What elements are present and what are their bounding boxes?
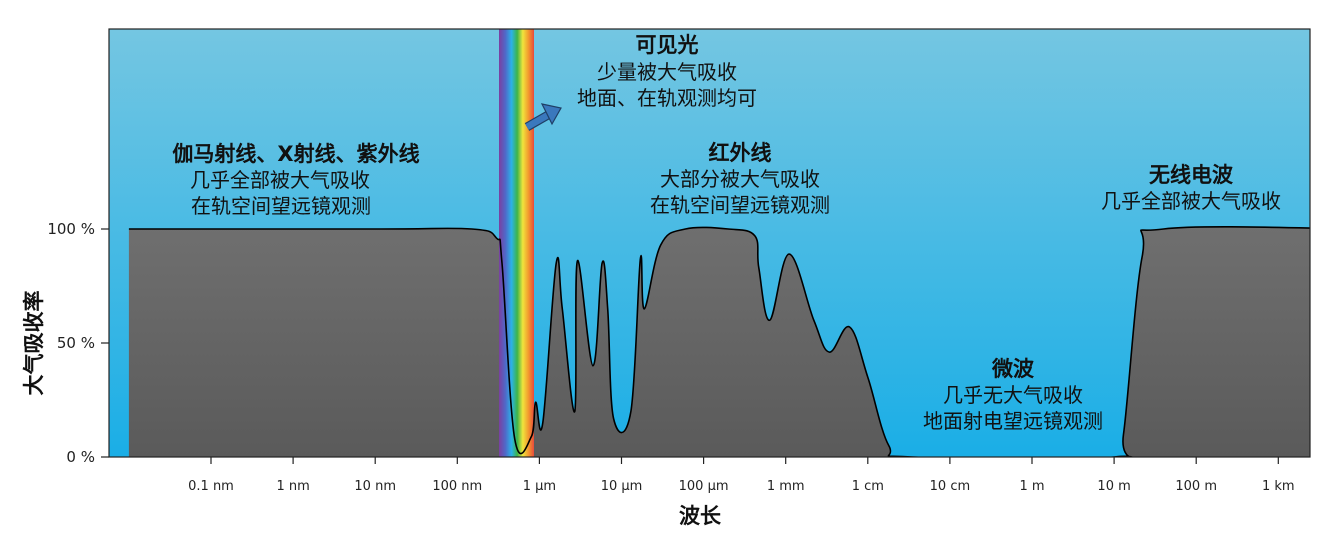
x-tick-label: 100 µm xyxy=(679,479,729,494)
x-axis: 0.1 nm 1 nm 10 nm 100 nm 1 µm 10 µm 100 µm 1 mm… xyxy=(188,457,1295,494)
annotation-line: 大部分被大气吸收 xyxy=(660,167,820,191)
x-tick-label: 1 m xyxy=(1019,479,1044,494)
x-tick-label: 10 cm xyxy=(930,479,971,494)
x-tick-label: 10 µm xyxy=(601,479,643,494)
x-tick-label: 100 nm xyxy=(432,479,482,494)
x-tick-label: 100 m xyxy=(1175,479,1217,494)
annotation-visible: 可见光 少量被大气吸收 地面、在轨观测均可 xyxy=(577,33,757,110)
annotation-infrared: 红外线 大部分被大气吸收 在轨空间望远镜观测 xyxy=(650,141,830,217)
x-tick-label: 1 nm xyxy=(276,479,309,494)
x-tick-label: 10 m xyxy=(1097,479,1130,494)
visible-light-arrow xyxy=(524,103,562,131)
annotation-radio: 无线电波 几乎全部被大气吸收 xyxy=(1101,163,1281,213)
annotation-title: 红外线 xyxy=(709,141,772,165)
visible-light-band xyxy=(499,29,534,457)
x-tick-label: 1 cm xyxy=(852,479,884,494)
y-tick-label: 50 % xyxy=(57,334,95,352)
annotation-line: 几乎无大气吸收 xyxy=(943,383,1083,407)
annotation-title: 微波 xyxy=(991,357,1035,381)
y-axis-title: 大气吸收率 xyxy=(22,291,46,396)
annotation-line: 在轨空间望远镜观测 xyxy=(191,194,371,218)
annotation-line: 地面射电望远镜观测 xyxy=(923,409,1103,433)
x-axis-title: 波长 xyxy=(679,504,722,528)
x-tick-label: 10 nm xyxy=(354,479,396,494)
annotation-line: 几乎全部被大气吸收 xyxy=(190,168,370,192)
x-tick-label: 0.1 nm xyxy=(188,479,234,494)
plot-frame xyxy=(108,28,1311,458)
annotation-line: 在轨空间望远镜观测 xyxy=(650,193,830,217)
absorption-curve xyxy=(128,226,1310,457)
x-tick-label: 1 µm xyxy=(523,479,556,494)
annotation-line: 几乎全部被大气吸收 xyxy=(1101,189,1281,213)
y-axis: 0 % 50 % 100 % xyxy=(47,220,109,466)
annotation-title: 可见光 xyxy=(636,33,699,57)
annotation-line: 少量被大气吸收 xyxy=(597,60,737,84)
x-tick-label: 1 km xyxy=(1262,479,1295,494)
y-tick-label: 0 % xyxy=(66,448,95,466)
annotation-microwave: 微波 几乎无大气吸收 地面射电望远镜观测 xyxy=(923,357,1103,433)
annotation-high-energy: 伽马射线、X射线、紫外线 几乎全部被大气吸收 在轨空间望远镜观测 xyxy=(172,142,419,218)
x-tick-label: 1 mm xyxy=(767,479,805,494)
annotation-title: 伽马射线、X射线、紫外线 xyxy=(172,142,419,166)
annotation-title: 无线电波 xyxy=(1149,163,1234,187)
annotation-line: 地面、在轨观测均可 xyxy=(577,86,757,110)
absorption-area xyxy=(128,226,1310,457)
y-tick-label: 100 % xyxy=(47,220,95,238)
